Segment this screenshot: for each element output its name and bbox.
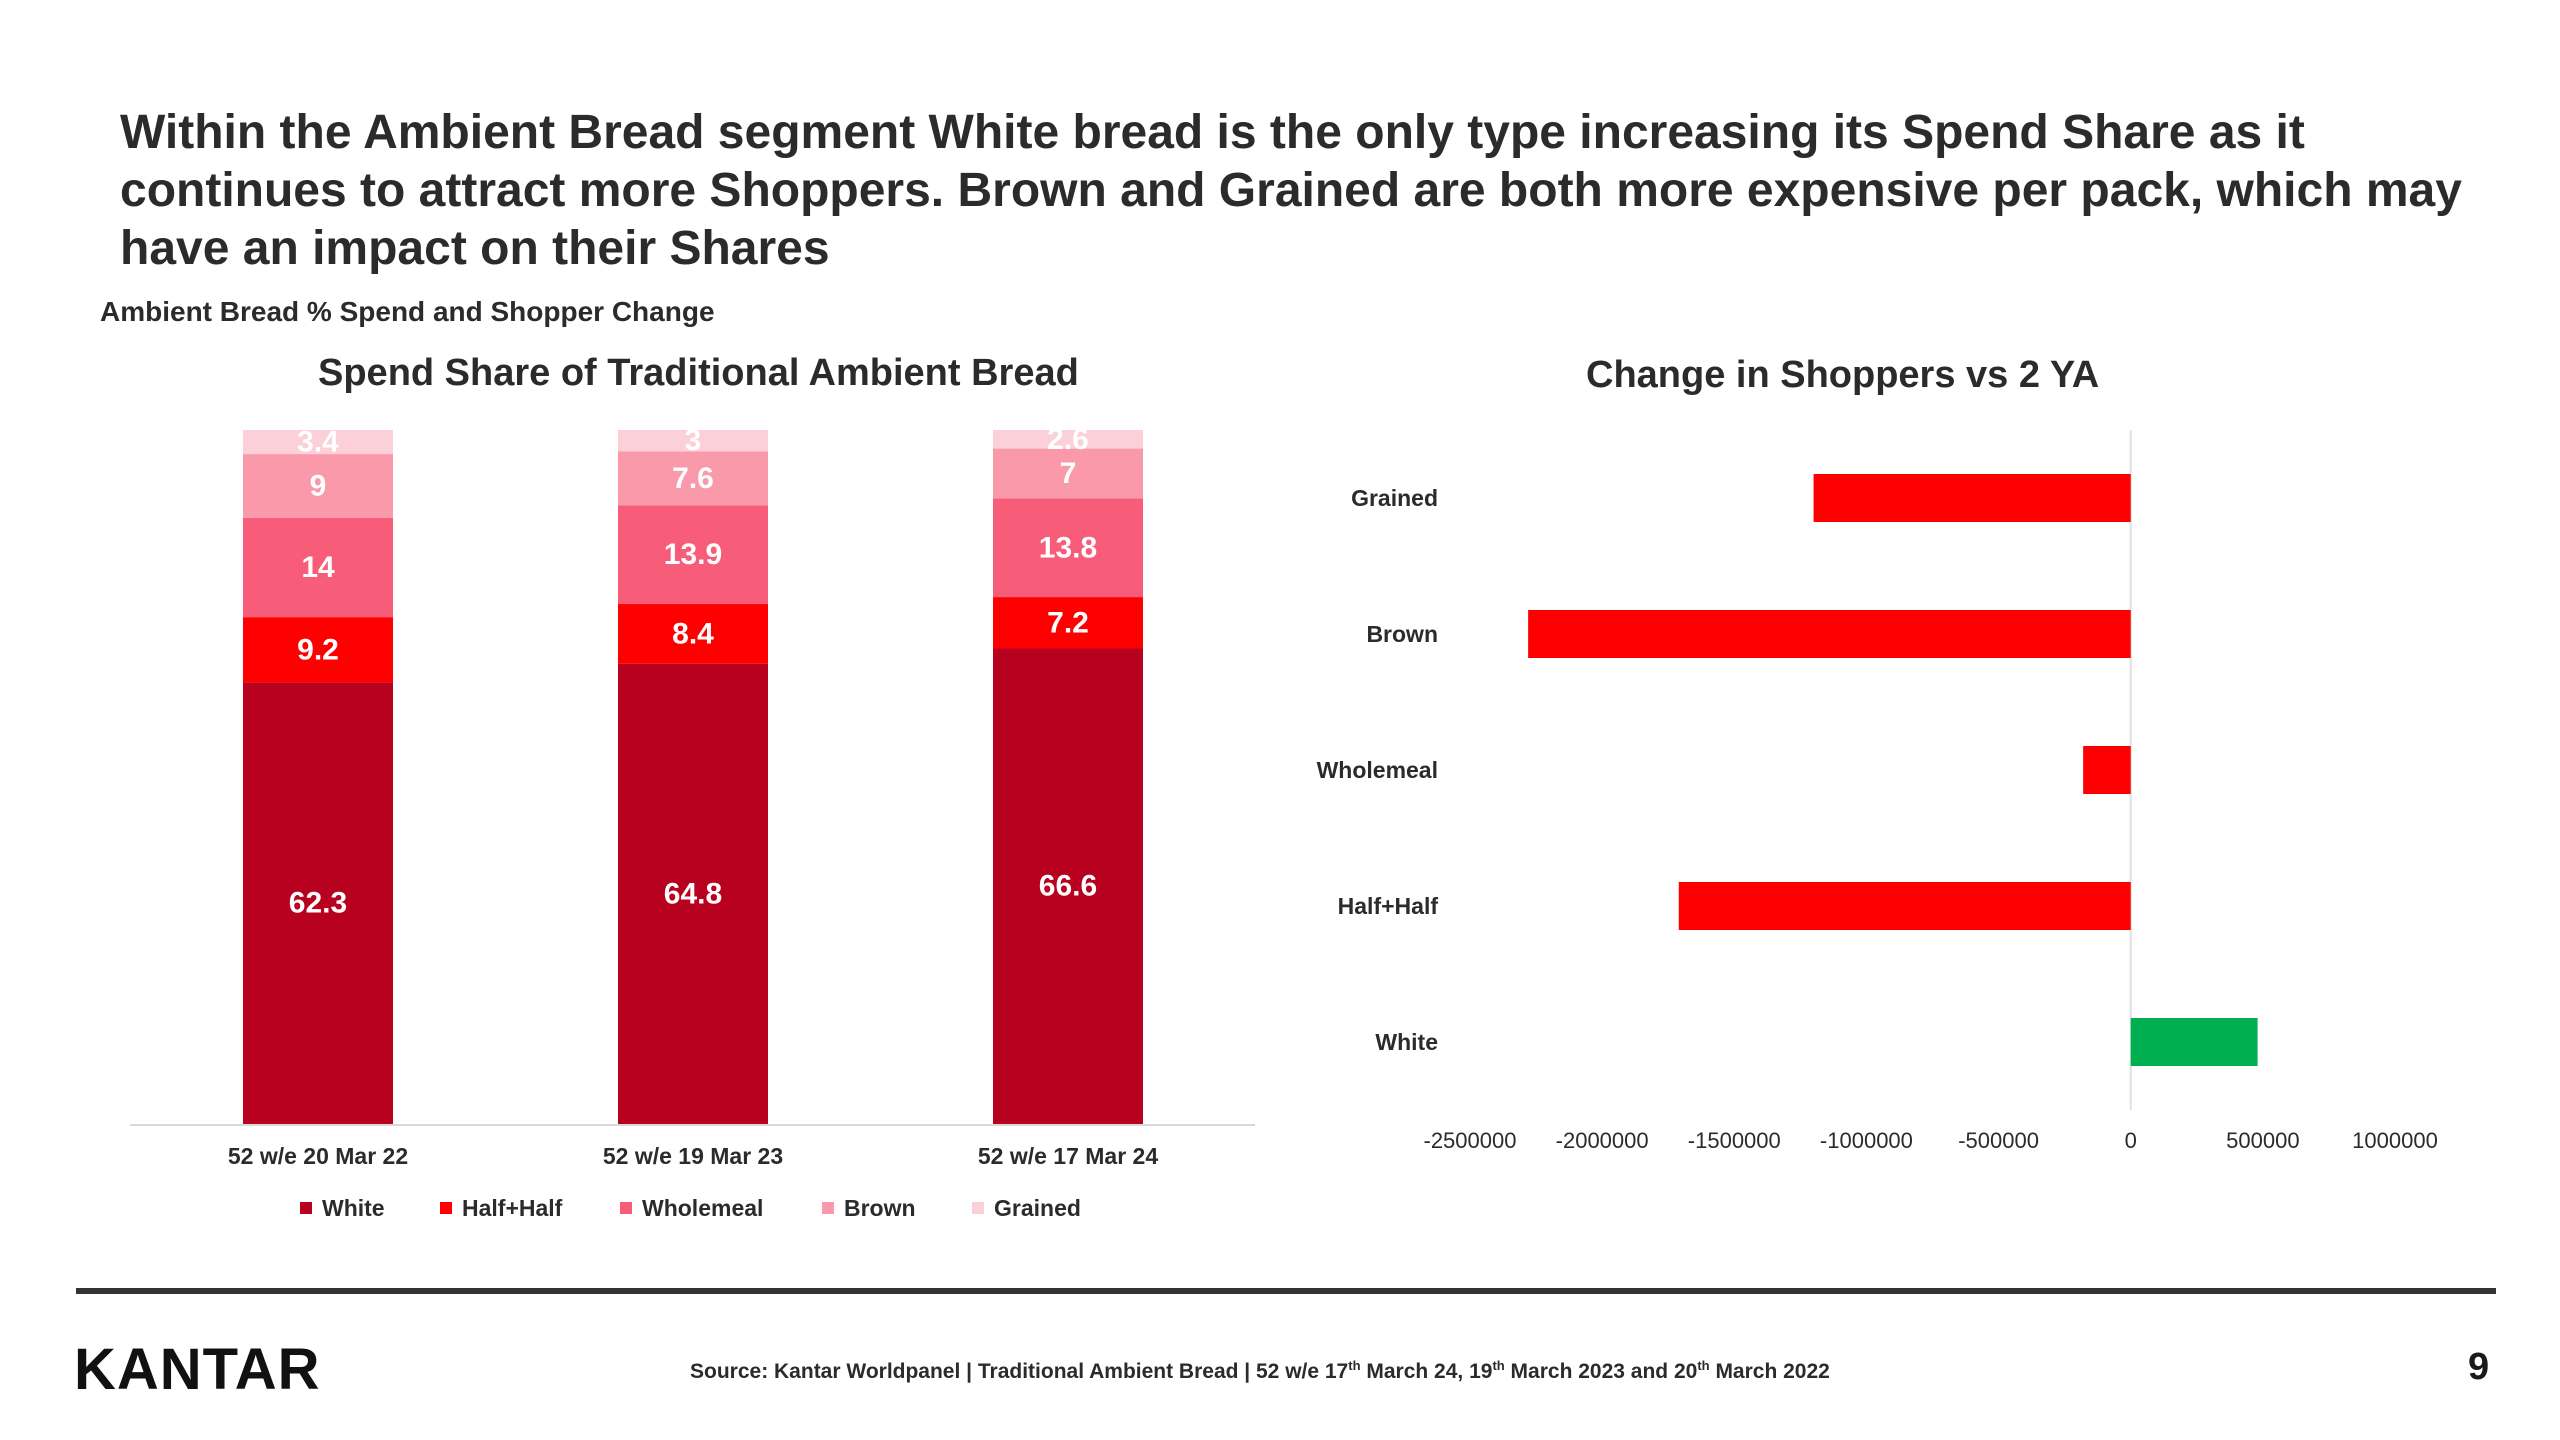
- legend-label-brown: Brown: [844, 1195, 916, 1221]
- bar-white-3: [993, 648, 1143, 1124]
- bar-grained: [1813, 474, 2131, 522]
- bar-white-2: [618, 663, 768, 1124]
- x-tick-label-3: 52 w/e 17 Mar 24: [978, 1143, 1158, 1169]
- bar-grained-1: [243, 430, 393, 455]
- spend-share-stacked-bar-chart: 62.3 9.2 14 9 3.4 52 w/e 20 Mar 22 64.8 8.4 13.9…: [130, 423, 1255, 1221]
- bar-wholemeal-2: [618, 505, 768, 605]
- legend-label-wholemeal: Wholemeal: [642, 1195, 763, 1221]
- bar-wholemeal: [2083, 746, 2131, 794]
- shopper-change-chart-title: Change in Shoppers vs 2 YA: [1586, 354, 2100, 396]
- bar-grained-2: [618, 430, 768, 452]
- data-label-grained-3: 2.6: [1047, 423, 1089, 456]
- y-tick-label-white: White: [1375, 1029, 1438, 1055]
- legend-swatch-half-half: [440, 1202, 452, 1214]
- source-note: Source: Kantar Worldpanel | Traditional …: [690, 1358, 1830, 1383]
- spend-share-chart-title: Spend Share of Traditional Ambient Bread: [318, 352, 1079, 394]
- x-tick-label-2: 52 w/e 19 Mar 23: [603, 1143, 783, 1169]
- x-tick-label-6: 0: [2125, 1128, 2137, 1153]
- legend-label-grained: Grained: [994, 1195, 1081, 1221]
- x-tick-label-3: -1500000: [1688, 1128, 1781, 1153]
- data-label-half-half-2: 8.4: [672, 617, 714, 650]
- data-label-wholemeal-1: 14: [301, 551, 335, 584]
- bar-half-half-3: [993, 597, 1143, 649]
- legend-swatch-grained: [972, 1202, 984, 1214]
- bar-brown-2: [618, 451, 768, 506]
- bar-half-half-1: [243, 617, 393, 683]
- bar-brown-1: [243, 454, 393, 518]
- x-tick-label-4: -1000000: [1820, 1128, 1913, 1153]
- bar-brown: [1528, 610, 2131, 658]
- legend-swatch-wholemeal: [620, 1202, 632, 1214]
- data-label-brown-1: 9: [310, 470, 327, 503]
- x-tick-label-1: 52 w/e 20 Mar 22: [228, 1143, 408, 1169]
- legend-swatch-white: [300, 1202, 312, 1214]
- data-label-brown-3: 7: [1060, 457, 1077, 490]
- data-label-half-half-3: 7.2: [1047, 606, 1089, 639]
- x-tick-label-8: 1000000: [2352, 1128, 2438, 1153]
- data-label-half-half-1: 9.2: [297, 633, 339, 666]
- data-label-grained-2: 3: [685, 424, 702, 457]
- bar-wholemeal-1: [243, 517, 393, 618]
- y-tick-label-wholemeal: Wholemeal: [1317, 757, 1438, 783]
- y-tick-label-grained: Grained: [1351, 485, 1438, 511]
- kantar-logo: KANTAR: [74, 1337, 321, 1402]
- slide-headline: Within the Ambient Bread segment White b…: [120, 106, 2462, 275]
- y-tick-label-brown: Brown: [1366, 621, 1438, 647]
- x-tick-label-5: -500000: [1958, 1128, 2039, 1153]
- data-label-white-1: 62.3: [289, 887, 347, 920]
- shopper-change-bar-chart: Grained Brown Wholemeal Half+Half White -2500…: [1317, 430, 2438, 1153]
- data-label-wholemeal-2: 13.9: [664, 538, 722, 571]
- legend-label-half-half: Half+Half: [462, 1195, 563, 1221]
- footer-divider: [76, 1288, 2496, 1294]
- bar-white: [2130, 1018, 2258, 1066]
- bar-grained-3: [993, 430, 1143, 449]
- data-label-white-3: 66.6: [1039, 870, 1097, 903]
- legend-label-white: White: [322, 1195, 385, 1221]
- y-tick-label-half-half: Half+Half: [1338, 893, 1439, 919]
- bar-white-1: [243, 682, 393, 1124]
- data-label-grained-1: 3.4: [297, 426, 339, 459]
- data-label-wholemeal-3: 13.8: [1039, 531, 1097, 564]
- charts-canvas: 62.3 9.2 14 9 3.4 52 w/e 20 Mar 22 64.8 8.4 13.9…: [130, 423, 2438, 1221]
- x-tick-label-7: 500000: [2226, 1128, 2299, 1153]
- bar-half-half-2: [618, 604, 768, 664]
- data-label-brown-2: 7.6: [672, 462, 714, 495]
- bar-wholemeal-3: [993, 498, 1143, 598]
- x-tick-label-2: -2000000: [1556, 1128, 1649, 1153]
- slide-subtitle: Ambient Bread % Spend and Shopper Change: [100, 296, 715, 327]
- bar-half-half: [1678, 882, 2131, 930]
- bar-brown-3: [993, 448, 1143, 499]
- page-number: 9: [2468, 1346, 2490, 1388]
- legend-swatch-brown: [822, 1202, 834, 1214]
- x-tick-label-1: -2500000: [1424, 1128, 1517, 1153]
- data-label-white-2: 64.8: [664, 877, 722, 910]
